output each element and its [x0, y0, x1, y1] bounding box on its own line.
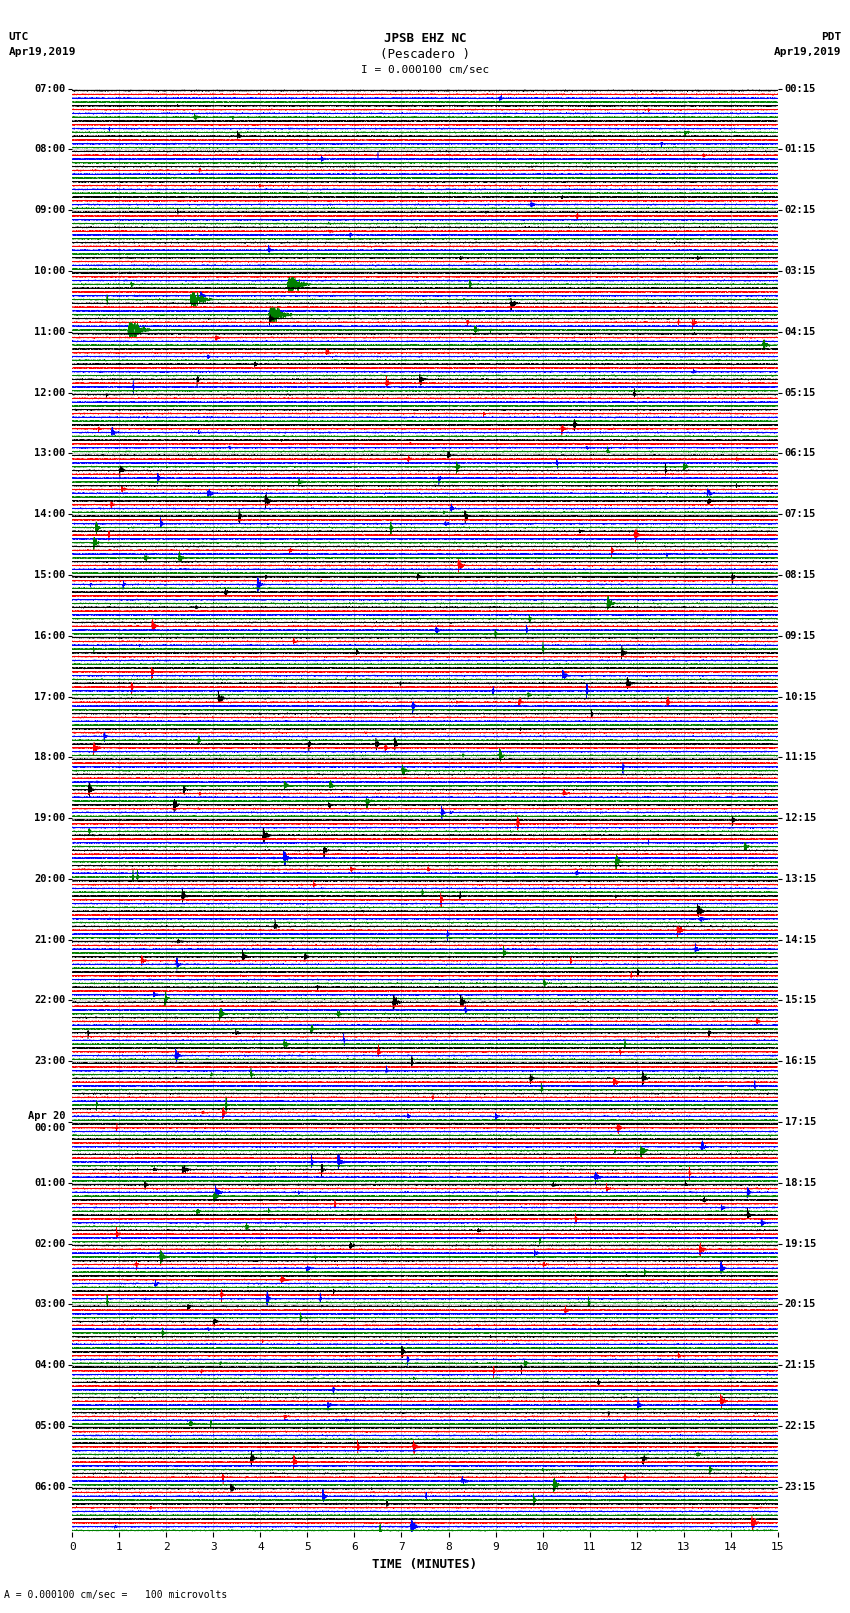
Text: PDT: PDT [821, 32, 842, 42]
Text: Apr19,2019: Apr19,2019 [8, 47, 76, 56]
Text: Apr19,2019: Apr19,2019 [774, 47, 842, 56]
Text: I = 0.000100 cm/sec: I = 0.000100 cm/sec [361, 65, 489, 74]
X-axis label: TIME (MINUTES): TIME (MINUTES) [372, 1558, 478, 1571]
Text: A = 0.000100 cm/sec =   100 microvolts: A = 0.000100 cm/sec = 100 microvolts [4, 1590, 228, 1600]
Text: UTC: UTC [8, 32, 29, 42]
Text: (Pescadero ): (Pescadero ) [380, 48, 470, 61]
Text: JPSB EHZ NC: JPSB EHZ NC [383, 32, 467, 45]
